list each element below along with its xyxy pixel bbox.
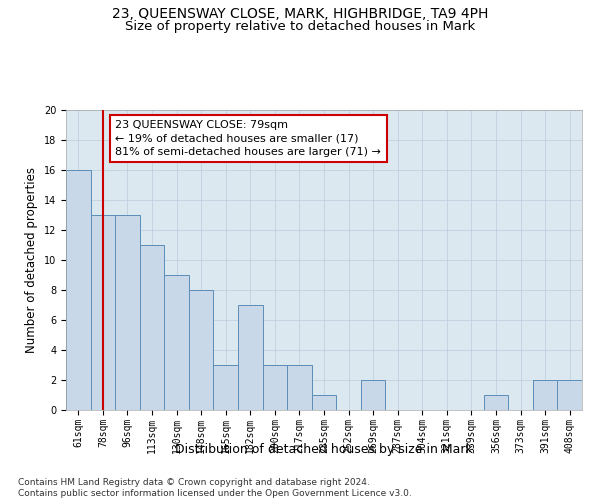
Bar <box>238 305 263 410</box>
Bar <box>484 395 508 410</box>
Bar <box>312 395 336 410</box>
Bar <box>214 365 238 410</box>
Bar <box>189 290 214 410</box>
Text: 23, QUEENSWAY CLOSE, MARK, HIGHBRIDGE, TA9 4PH: 23, QUEENSWAY CLOSE, MARK, HIGHBRIDGE, T… <box>112 8 488 22</box>
Text: Size of property relative to detached houses in Mark: Size of property relative to detached ho… <box>125 20 475 33</box>
Bar <box>140 245 164 410</box>
Bar <box>66 170 91 410</box>
Bar <box>361 380 385 410</box>
Text: Contains HM Land Registry data © Crown copyright and database right 2024.
Contai: Contains HM Land Registry data © Crown c… <box>18 478 412 498</box>
Bar <box>287 365 312 410</box>
Text: Distribution of detached houses by size in Mark: Distribution of detached houses by size … <box>175 442 473 456</box>
Bar <box>533 380 557 410</box>
Text: 23 QUEENSWAY CLOSE: 79sqm
← 19% of detached houses are smaller (17)
81% of semi-: 23 QUEENSWAY CLOSE: 79sqm ← 19% of detac… <box>115 120 381 157</box>
Bar <box>557 380 582 410</box>
Bar <box>115 215 140 410</box>
Bar <box>91 215 115 410</box>
Bar <box>263 365 287 410</box>
Bar <box>164 275 189 410</box>
Y-axis label: Number of detached properties: Number of detached properties <box>25 167 38 353</box>
